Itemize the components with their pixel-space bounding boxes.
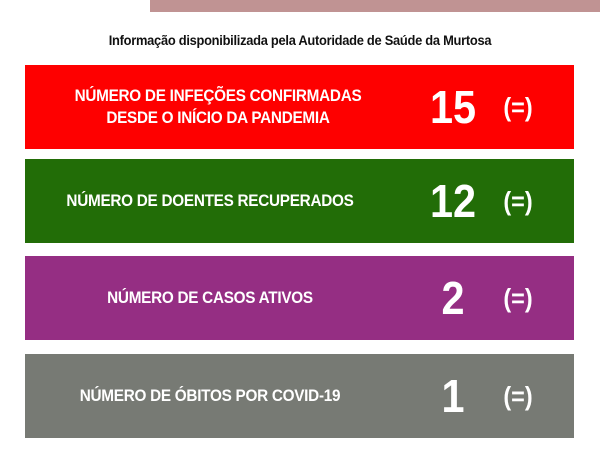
card-value: 12	[429, 175, 477, 227]
card-label: NÚMERO DE INFEÇÕES CONFIRMADAS DESDE O I…	[74, 86, 362, 127]
card-trend: (=)	[503, 185, 533, 216]
source-note: Informação disponibilizada pela Autorida…	[108, 32, 492, 48]
card-recovered: NÚMERO DE DOENTES RECUPERADOS 12 (=)	[25, 159, 574, 243]
card-confirmed-infections: NÚMERO DE INFEÇÕES CONFIRMADAS DESDE O I…	[25, 65, 574, 149]
card-label: NÚMERO DE CASOS ATIVOS	[107, 288, 313, 307]
top-banner-bar	[150, 0, 600, 12]
card-label: NÚMERO DE ÓBITOS POR COVID-19	[79, 386, 341, 405]
card-deaths: NÚMERO DE ÓBITOS POR COVID-19 1 (=)	[25, 354, 574, 438]
card-trend: (=)	[503, 282, 533, 313]
card-trend: (=)	[503, 380, 533, 411]
card-value: 15	[429, 81, 477, 133]
card-value: 2	[441, 272, 465, 324]
card-trend: (=)	[503, 91, 533, 122]
card-value: 1	[441, 370, 465, 422]
card-active-cases: NÚMERO DE CASOS ATIVOS 2 (=)	[25, 256, 574, 340]
card-label: NÚMERO DE DOENTES RECUPERADOS	[66, 191, 354, 210]
